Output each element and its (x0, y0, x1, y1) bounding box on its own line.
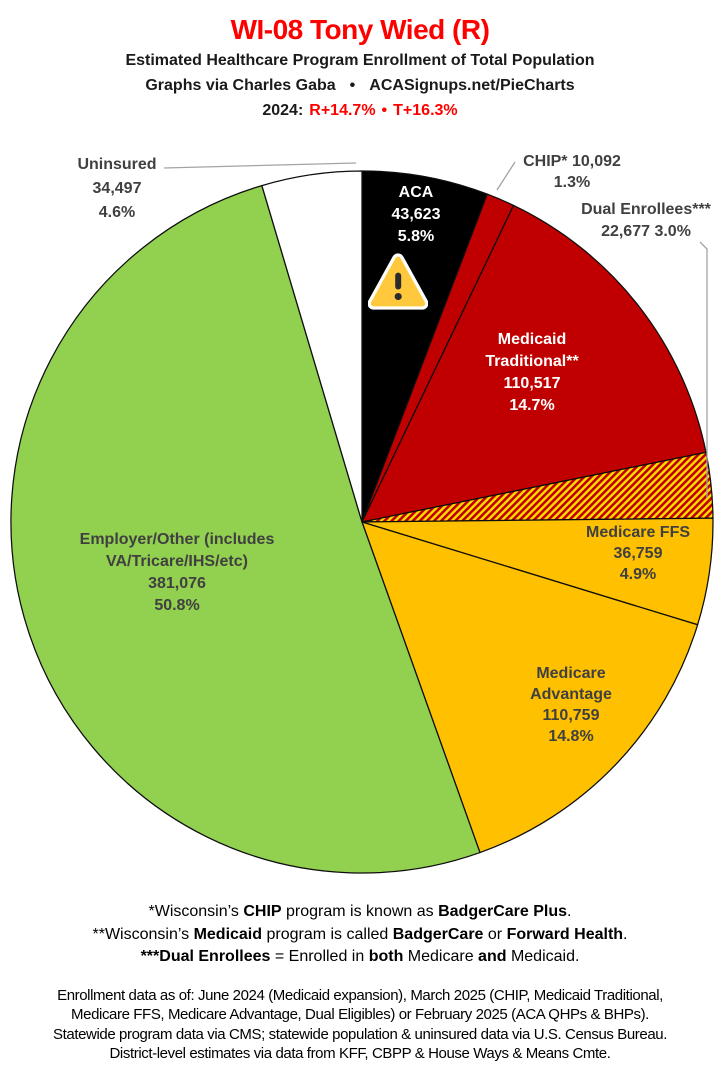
source-line-1: Enrollment data as of: June 2024 (Medica… (57, 987, 663, 1004)
source-line-3: Statewide program data via CMS; statewid… (53, 1025, 667, 1043)
slice-name: CHIP* (523, 153, 568, 170)
slice-value: 381,076 (148, 575, 206, 592)
leader-line-uninsured (163, 162, 357, 169)
slice-name: Uninsured (77, 156, 157, 173)
label-uninsured: Uninsured 34,497 4.6% (37, 153, 197, 225)
credit-author: Graphs via Charles Gaba (145, 77, 336, 94)
label-medicaid-traditional: Medicaid Traditional** 110,517 14.7% (457, 329, 607, 417)
label-medicare-advantage: Medicare Advantage 110,759 14.8% (511, 663, 631, 747)
slice-pct: 14.8% (548, 728, 594, 745)
slice-pct: 50.8% (154, 597, 200, 614)
slice-value: 34,497 (92, 180, 142, 197)
slice-name: Medicaid Traditional** (485, 331, 579, 370)
label-medicare-ffs: Medicare FFS 36,759 4.9% (553, 522, 720, 585)
slice-pct: 4.6% (98, 204, 136, 221)
slice-pct: 3.0% (654, 223, 691, 240)
warning-icon (368, 253, 428, 310)
slice-value: 22,677 (601, 223, 650, 240)
partisan-year: 2024: (262, 102, 304, 119)
slice-name: Medicare FFS (585, 524, 691, 541)
pie-slice-employer-other (10, 184, 481, 874)
chart-header: WI-08 Tony Wied (R) Estimated Healthcare… (0, 0, 720, 123)
source-line-4: District-level estimates via data from K… (109, 1045, 611, 1063)
leader-line-chip (496, 161, 516, 191)
leader-line-dual-enrollees (699, 241, 708, 498)
slice-name: ACA (398, 184, 434, 201)
label-dual-enrollees: Dual Enrollees*** 22,677 3.0% (561, 199, 720, 243)
slice-value: 110,759 (542, 707, 600, 724)
footnotes: *Wisconsin’s CHIP program is known as Ba… (0, 901, 720, 969)
page-title: WI-08 Tony Wied (R) (230, 14, 490, 45)
partisan-lean-line: 2024: R+14.7% • T+16.3% (0, 98, 720, 123)
credit-bullet-icon: • (349, 77, 356, 94)
slice-value: 36,759 (613, 545, 663, 562)
footnote-dual: ***Dual Enrollees = Enrolled in both Med… (140, 948, 580, 965)
slice-value: 10,092 (571, 153, 621, 170)
slice-name: Medicare Advantage (530, 665, 612, 703)
source-line-2: Medicare FFS, Medicare Advantage, Dual E… (71, 1006, 649, 1024)
partisan-r-lean: R+14.7% (309, 102, 376, 119)
slice-name: Dual Enrollees*** (581, 201, 711, 218)
slice-pct: 1.3% (553, 174, 591, 191)
credit-site: ACASignups.net/PieCharts (369, 77, 575, 94)
pie-slice-medicare-advantage (361, 521, 699, 854)
pie-slice-uninsured (261, 170, 363, 523)
pie-chart (10, 161, 714, 874)
slice-pct: 5.8% (397, 228, 435, 245)
footnote-medicaid: **Wisconsin’s Medicaid program is called… (92, 925, 628, 943)
partisan-bullet-icon: • (381, 102, 388, 119)
pie-slices-group (10, 170, 714, 874)
credit-line: Graphs via Charles Gaba • ACASignups.net/P… (0, 73, 720, 98)
label-employer-other: Employer/Other (includes VA/Tricare/IHS/… (37, 529, 317, 617)
chart-subtitle: Estimated Healthcare Program Enrollment … (125, 52, 595, 69)
slice-value: 110,517 (503, 375, 561, 392)
slice-pct: 14.7% (509, 397, 555, 414)
partisan-t-lean: T+16.3% (393, 102, 458, 119)
pie-slice-medicaid-traditional (361, 204, 707, 523)
slice-name: Employer/Other (includes VA/Tricare/IHS/… (79, 531, 275, 570)
source-block: Enrollment data as of: June 2024 (Medica… (0, 986, 720, 1064)
label-chip: CHIP* 10,092 1.3% (487, 151, 657, 193)
footnote-chip: *Wisconsin’s CHIP program is known as Ba… (148, 903, 572, 920)
label-aca: ACA 43,623 5.8% (356, 182, 476, 248)
slice-pct: 4.9% (619, 566, 657, 583)
slice-value: 43,623 (391, 206, 441, 223)
